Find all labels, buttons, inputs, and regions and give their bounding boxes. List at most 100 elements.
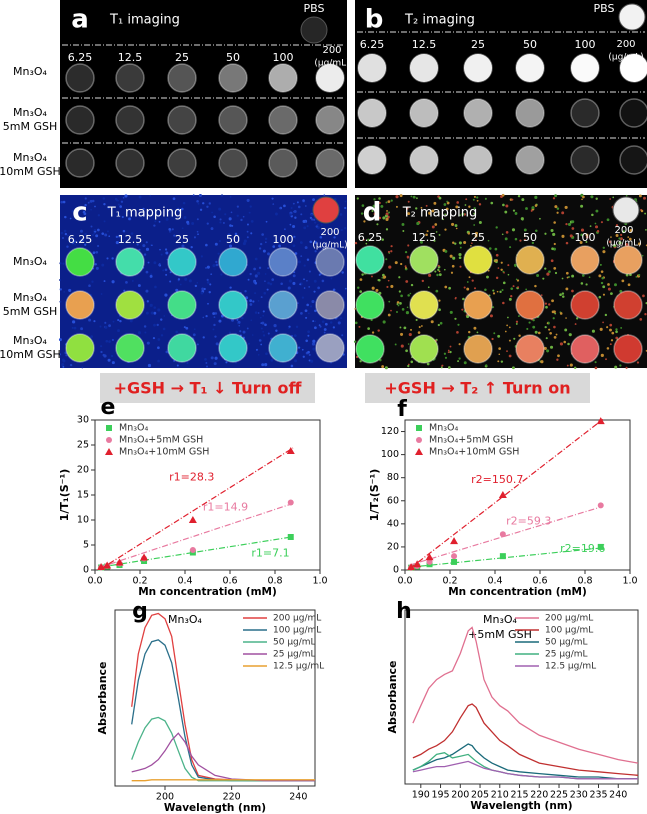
noise-dot bbox=[97, 228, 100, 232]
noise-dot bbox=[230, 211, 233, 214]
noise-dot bbox=[461, 212, 465, 216]
noise-dot bbox=[87, 201, 90, 204]
noise-dot bbox=[509, 246, 512, 249]
noise-dot bbox=[559, 342, 564, 346]
legend-marker bbox=[106, 425, 112, 431]
noise-dot bbox=[210, 227, 214, 231]
noise-dot bbox=[555, 333, 558, 336]
x-tick-label: 0.8 bbox=[577, 576, 592, 587]
noise-dot bbox=[193, 328, 196, 330]
noise-dot bbox=[504, 237, 508, 241]
noise-dot bbox=[314, 320, 317, 323]
noise-dot bbox=[171, 228, 174, 231]
noise-dot bbox=[467, 232, 471, 235]
noise-dot bbox=[513, 337, 516, 340]
noise-dot bbox=[454, 297, 457, 300]
noise-dot bbox=[515, 320, 519, 323]
noise-dot bbox=[381, 238, 384, 241]
data-point bbox=[287, 534, 294, 540]
noise-dot bbox=[598, 274, 602, 278]
well bbox=[515, 98, 545, 128]
noise-dot bbox=[494, 247, 498, 251]
noise-dot bbox=[92, 267, 95, 270]
noise-dot bbox=[104, 321, 107, 324]
noise-dot bbox=[642, 294, 645, 298]
noise-dot bbox=[169, 271, 172, 274]
noise-dot bbox=[265, 220, 268, 223]
noise-dot bbox=[553, 267, 557, 270]
noise-dot bbox=[607, 287, 611, 291]
noise-dot bbox=[280, 282, 283, 286]
well bbox=[268, 105, 298, 135]
noise-dot bbox=[406, 255, 410, 259]
noise-dot bbox=[106, 230, 109, 233]
noise-dot bbox=[566, 276, 569, 279]
noise-dot bbox=[568, 276, 570, 278]
noise-dot bbox=[214, 312, 218, 315]
noise-dot bbox=[138, 195, 142, 199]
noise-dot bbox=[517, 315, 520, 318]
noise-dot bbox=[492, 289, 495, 292]
noise-dot bbox=[251, 334, 254, 336]
noise-dot bbox=[407, 244, 410, 247]
noise-dot bbox=[463, 240, 467, 244]
legend-label: 12.5 μg/mL bbox=[545, 662, 596, 672]
x-tick-label: 220 bbox=[530, 790, 548, 801]
noise-dot bbox=[213, 362, 217, 366]
noise-dot bbox=[404, 266, 407, 269]
noise-dot bbox=[313, 240, 317, 244]
well bbox=[268, 247, 298, 277]
noise-dot bbox=[160, 334, 164, 337]
noise-dot bbox=[449, 345, 452, 348]
noise-dot bbox=[84, 243, 87, 246]
noise-dot bbox=[636, 361, 640, 364]
noise-dot bbox=[441, 364, 444, 367]
noise-dot bbox=[407, 212, 411, 216]
noise-dot bbox=[559, 312, 563, 315]
noise-dot bbox=[255, 348, 258, 351]
x-tick-label: 0.0 bbox=[87, 576, 102, 587]
pbs-well bbox=[612, 196, 640, 224]
noise-dot bbox=[508, 354, 512, 358]
noise-dot bbox=[550, 259, 554, 263]
noise-dot bbox=[620, 326, 623, 329]
noise-dot bbox=[390, 309, 392, 312]
noise-dot bbox=[561, 277, 564, 280]
y-tick-label: 15 bbox=[77, 490, 89, 501]
noise-dot bbox=[228, 217, 232, 221]
noise-dot bbox=[344, 226, 347, 230]
noise-dot bbox=[458, 357, 461, 360]
noise-dot bbox=[329, 321, 333, 324]
noise-dot bbox=[518, 334, 521, 338]
x-tick-label: 240 bbox=[609, 790, 627, 801]
noise-dot bbox=[363, 220, 366, 223]
noise-dot bbox=[64, 232, 68, 236]
noise-dot bbox=[59, 262, 62, 265]
noise-dot bbox=[274, 212, 278, 216]
noise-dot bbox=[149, 303, 153, 307]
noise-dot bbox=[318, 324, 321, 327]
noise-dot bbox=[302, 219, 306, 224]
noise-dot bbox=[212, 264, 216, 268]
noise-dot bbox=[377, 329, 380, 332]
noise-dot bbox=[267, 267, 270, 270]
noise-dot bbox=[645, 229, 647, 231]
noise-dot bbox=[254, 311, 258, 314]
noise-dot bbox=[147, 363, 152, 368]
noise-dot bbox=[316, 223, 319, 226]
noise-dot bbox=[80, 238, 84, 242]
noise-dot bbox=[514, 237, 518, 241]
noise-dot bbox=[305, 339, 308, 343]
noise-dot bbox=[594, 222, 597, 225]
noise-dot bbox=[168, 227, 172, 231]
row-label: Mn₃O₄ bbox=[13, 255, 48, 268]
noise-dot bbox=[292, 202, 295, 205]
noise-dot bbox=[264, 323, 267, 327]
noise-dot bbox=[442, 218, 445, 221]
chart-letter: h bbox=[396, 599, 412, 624]
well bbox=[167, 148, 197, 178]
noise-dot bbox=[599, 327, 603, 331]
concentration-label: 100 bbox=[273, 233, 294, 246]
noise-dot bbox=[102, 197, 106, 200]
well bbox=[65, 63, 95, 93]
